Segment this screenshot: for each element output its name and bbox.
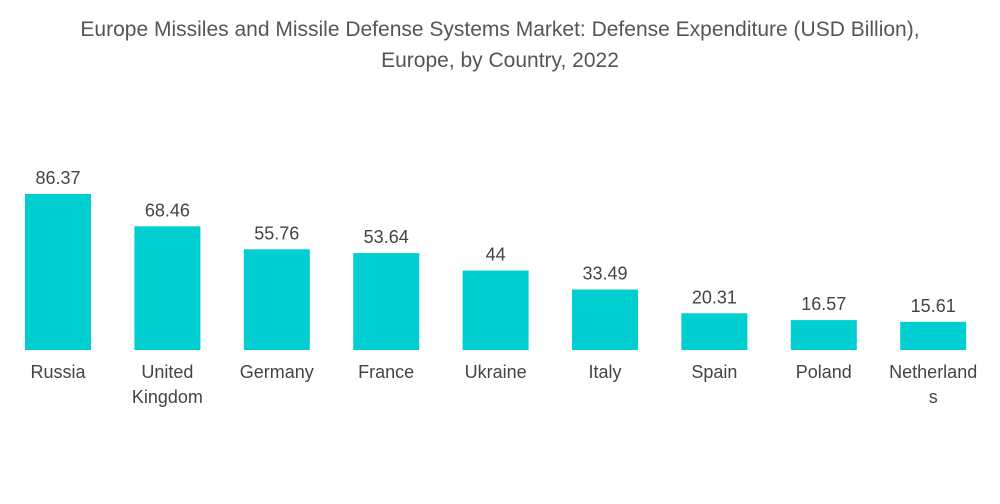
bar-1 bbox=[134, 226, 201, 350]
bar-2 bbox=[243, 249, 310, 350]
bar-value-label-5: 33.49 bbox=[582, 264, 627, 284]
category-label-7: Poland bbox=[796, 362, 852, 382]
bar-value-label-4: 44 bbox=[486, 245, 506, 265]
bar-8 bbox=[900, 321, 967, 350]
bar-7 bbox=[790, 320, 857, 350]
bar-0 bbox=[25, 194, 91, 350]
chart-title-line-1: Europe Missiles and Missile Defense Syst… bbox=[80, 18, 920, 41]
category-label-6: Spain bbox=[691, 362, 737, 382]
category-label-0: Russia bbox=[30, 362, 86, 382]
category-label-1: United Kingdom bbox=[132, 362, 203, 407]
category-label-5: Italy bbox=[588, 362, 621, 382]
category-label-3: France bbox=[358, 362, 414, 382]
bar-value-label-7: 16.57 bbox=[801, 294, 846, 314]
category-label-2: Germany bbox=[240, 362, 314, 382]
bar-value-label-2: 55.76 bbox=[254, 223, 299, 243]
chart-title-line-2: Europe, by Country, 2022 bbox=[381, 49, 619, 72]
bar-value-label-3: 53.64 bbox=[364, 227, 409, 247]
category-label-4: Ukraine bbox=[465, 362, 527, 382]
bar-value-label-6: 20.31 bbox=[692, 287, 737, 307]
chart-title: Europe Missiles and Missile Defense Syst… bbox=[0, 14, 1000, 76]
category-label-8: Netherland s bbox=[889, 362, 977, 407]
bar-6 bbox=[681, 313, 748, 350]
bar-value-label-8: 15.61 bbox=[911, 296, 956, 316]
bar-5 bbox=[572, 289, 638, 350]
bar-value-label-0: 86.37 bbox=[35, 168, 80, 188]
bar-value-label-1: 68.46 bbox=[145, 200, 190, 220]
bar-3 bbox=[353, 253, 420, 350]
bar-4 bbox=[462, 270, 529, 350]
